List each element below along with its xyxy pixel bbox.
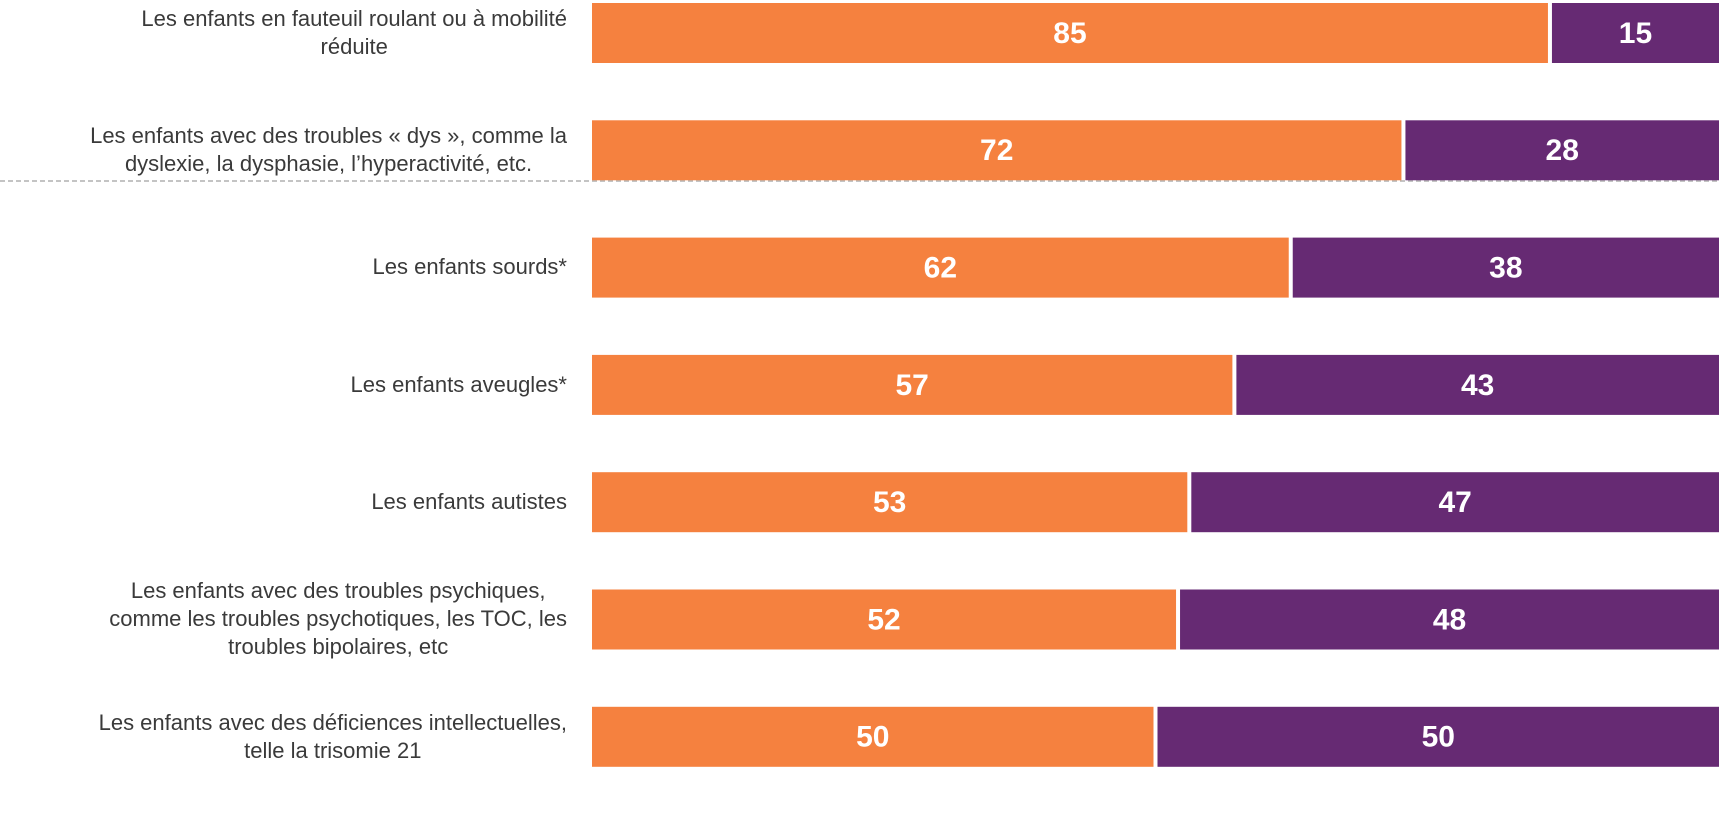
bar-segment: [1157, 706, 1719, 767]
category-label: Les enfants avec des troubles psychiques…: [109, 561, 567, 678]
bar-segment: [592, 354, 1233, 415]
bar-segment: [592, 237, 1289, 298]
bar-segment: [592, 3, 1548, 63]
bar-segment: [1292, 237, 1719, 298]
category-text: Les enfants avec des déficiences intelle…: [98, 709, 567, 763]
bar-segment: [592, 472, 1188, 533]
value-label: 47: [1438, 486, 1471, 519]
category-text: Les enfants avec des troubles psychiques…: [109, 578, 567, 660]
category-label: Les enfants avec des déficiences intelle…: [99, 678, 567, 795]
category-label: Les enfants en fauteuil roulant ou à mob…: [141, 0, 567, 91]
value-label: 38: [1489, 252, 1522, 285]
value-label: 43: [1461, 369, 1494, 402]
bar-segment: [1551, 3, 1719, 63]
bar-segment: [1180, 589, 1719, 650]
bar-segment: [1191, 472, 1719, 533]
value-label: 62: [924, 252, 957, 285]
category-label: Les enfants sourds*: [373, 209, 567, 326]
category-label: Les enfants autistes: [371, 444, 567, 561]
value-label: 52: [867, 603, 900, 636]
category-label: Les enfants avec des troubles « dys », c…: [90, 92, 567, 209]
value-label: 15: [1619, 17, 1652, 50]
category-label: Les enfants aveugles*: [351, 326, 568, 443]
bar-segment: [1236, 354, 1719, 415]
category-text: Les enfants sourds*: [372, 254, 567, 280]
value-label: 48: [1433, 603, 1466, 636]
value-label: 50: [856, 721, 889, 754]
category-text: Les enfants autistes: [371, 489, 567, 515]
value-label: 28: [1546, 134, 1579, 167]
category-text: Les enfants en fauteuil roulant ou à mob…: [141, 5, 567, 59]
category-text: Les enfants avec des troubles « dys », c…: [90, 123, 567, 177]
bar-segment: [592, 120, 1402, 181]
bar-segment: [592, 706, 1154, 767]
bar-segment: [592, 589, 1177, 650]
value-label: 50: [1422, 721, 1455, 754]
value-label: 53: [873, 486, 906, 519]
bar-segment: [1405, 120, 1719, 181]
value-label: 85: [1053, 17, 1086, 50]
value-label: 57: [896, 369, 929, 402]
category-text: Les enfants aveugles*: [350, 371, 568, 397]
value-label: 72: [980, 134, 1013, 167]
